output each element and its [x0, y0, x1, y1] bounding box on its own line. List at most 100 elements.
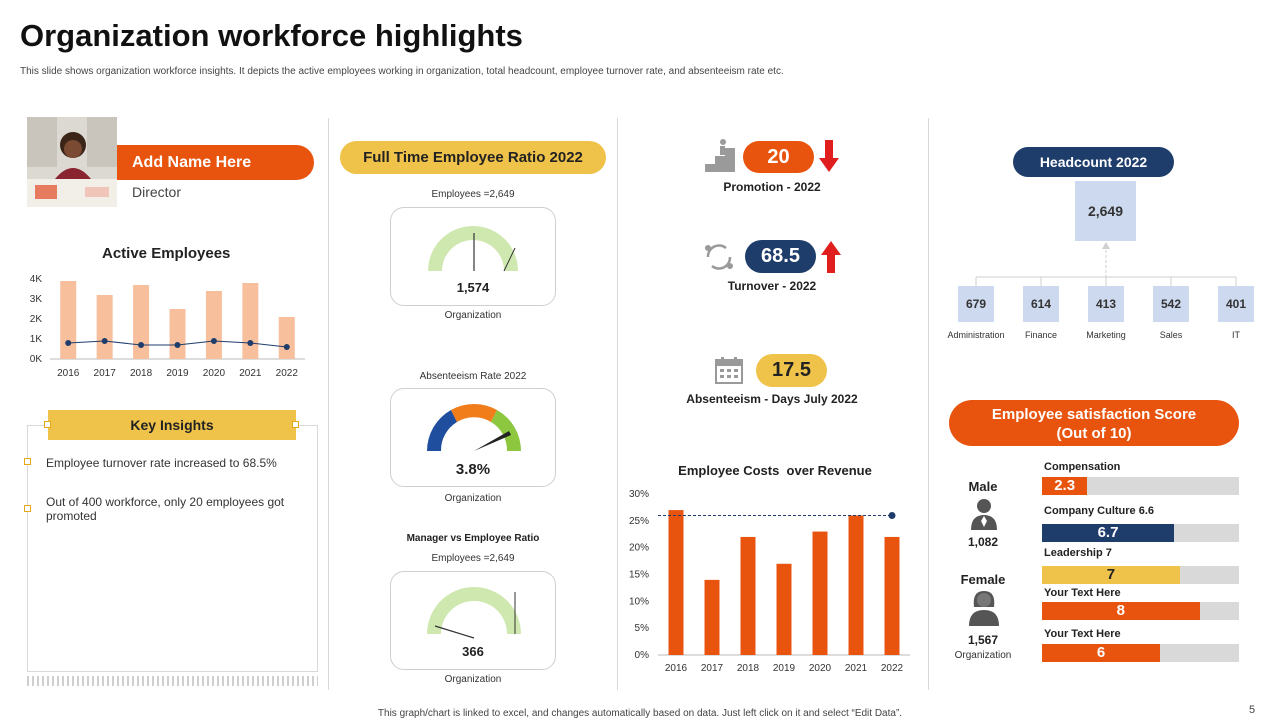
x-tick-label: 2019	[773, 663, 796, 674]
full-time-employees-label: Employees =2,649	[431, 189, 515, 200]
absenteeism-gauge-card	[390, 388, 556, 487]
full-time-gauge	[428, 226, 518, 272]
x-tick-label: 2016	[57, 368, 80, 379]
profile-role: Director	[132, 184, 182, 200]
satisfaction-bar: 7	[1042, 566, 1180, 584]
column-divider	[328, 118, 329, 690]
turnover-label: Turnover - 2022	[727, 279, 817, 293]
satisfaction-bar-track: 7	[1042, 566, 1239, 584]
satisfaction-bar-label: Company Culture 6.6	[1044, 505, 1155, 517]
profile-name-badge: Add Name Here	[117, 145, 314, 180]
satisfaction-bar: 6.7	[1042, 524, 1174, 542]
satisfaction-bar-label: Compensation	[1044, 461, 1121, 473]
male-count: 1,082	[967, 535, 999, 549]
target-point	[888, 511, 896, 519]
headcount-total-box: 2,649	[1075, 181, 1136, 241]
page-title: Organization workforce highlights	[20, 18, 523, 53]
x-tick-label: 2017	[701, 663, 724, 674]
insight-item: Employee turnover rate increased to 68.5…	[46, 456, 277, 470]
y-tick-label: 4K	[30, 274, 43, 285]
x-tick-label: 2021	[239, 368, 262, 379]
absenteeism-days-label: Absenteeism - Days July 2022	[686, 392, 858, 406]
x-tick-label: 2022	[881, 663, 904, 674]
column-divider	[617, 118, 618, 690]
satisfaction-bar-label: Your Text Here	[1044, 587, 1121, 599]
trend-point	[65, 340, 72, 346]
insight-bullet-icon	[292, 421, 299, 428]
bar	[740, 536, 756, 655]
y-tick-label: 1K	[30, 334, 43, 345]
bar	[242, 283, 259, 359]
male-label: Male	[968, 479, 998, 494]
dept-label: Finance	[1024, 330, 1058, 340]
y-tick-label: 10%	[629, 596, 649, 607]
y-tick-label: 20%	[629, 543, 649, 554]
bar	[848, 515, 864, 655]
x-tick-label: 2017	[94, 368, 117, 379]
footer-note: This graph/chart is linked to excel, and…	[377, 708, 903, 719]
full-time-ratio-title: Full Time Employee Ratio 2022	[340, 141, 606, 174]
dept-value-box: 614	[1023, 286, 1059, 322]
bar	[776, 563, 792, 655]
absenteeism-days-badge: 17.5	[756, 354, 827, 387]
decorative-stripe	[27, 676, 318, 686]
x-tick-label: 2019	[166, 368, 189, 379]
arrow-up-icon	[821, 241, 841, 273]
bar	[812, 531, 828, 655]
bar	[205, 291, 222, 359]
x-tick-label: 2021	[845, 663, 868, 674]
satisfaction-bar-label: Leadership 7	[1044, 547, 1112, 559]
active-employees-chart: 0K 1K 2K 3K 4K 2016 2017 2018 2019 2020 2021 2022	[30, 274, 305, 379]
satisfaction-bar: 8	[1042, 602, 1200, 620]
full-time-caption: Organization	[444, 310, 502, 321]
y-tick-label: 3K	[30, 294, 43, 305]
turnover-value-badge: 68.5	[745, 240, 816, 273]
profile-photo	[27, 117, 117, 207]
satisfaction-bar-track: 2.3	[1042, 477, 1239, 495]
y-tick-label: 25%	[629, 516, 649, 527]
x-tick-label: 2020	[203, 368, 226, 379]
headcount-connector	[975, 242, 1237, 287]
promotion-value-badge: 20	[743, 141, 814, 173]
absenteeism-value: 3.8%	[455, 461, 491, 478]
page-number: 5	[1249, 704, 1256, 716]
insight-bullet-icon	[24, 458, 31, 465]
dept-value-box: 679	[958, 286, 994, 322]
bar	[278, 317, 295, 359]
dept-label: Sales	[1159, 330, 1183, 340]
satisfaction-bar: 2.3	[1042, 477, 1088, 495]
dept-label: Administration	[947, 330, 1005, 340]
bar	[884, 536, 900, 655]
promotion-label: Promotion - 2022	[723, 180, 821, 194]
manager-gauge-card	[390, 571, 556, 670]
page-subtitle: This slide shows organization workforce …	[20, 66, 784, 77]
costs-chart-title: Employee Costs over Revenue	[678, 463, 872, 478]
headcount-title: Headcount 2022	[1013, 147, 1174, 177]
bar	[704, 579, 720, 655]
satisfaction-bar-track: 6	[1042, 644, 1239, 662]
insight-item: Out of 400 workforce, only 20 employees …	[46, 495, 285, 523]
trend-point	[210, 338, 217, 344]
person-photo-icon	[27, 117, 117, 207]
x-tick-label: 2022	[276, 368, 299, 379]
y-tick-label: 2K	[30, 314, 43, 325]
satisfaction-bar-track: 8	[1042, 602, 1239, 620]
manager-value: 366	[462, 644, 484, 659]
manager-gauge	[427, 587, 521, 639]
manager-employees-label: Employees =2,649	[431, 553, 515, 564]
turnover-cycle-icon	[705, 244, 733, 270]
manager-caption: Organization	[444, 674, 502, 685]
dept-label: IT	[1232, 330, 1240, 340]
dept-label: Marketing	[1086, 330, 1126, 340]
bar	[668, 510, 684, 655]
satisfaction-bar: 6	[1042, 644, 1161, 662]
absenteeism-rate-title: Absenteeism Rate 2022	[419, 371, 527, 382]
org-caption: Organization	[954, 650, 1012, 661]
x-tick-label: 2016	[665, 663, 688, 674]
absenteeism-caption: Organization	[444, 493, 502, 504]
male-person-icon	[971, 499, 997, 530]
satisfaction-bar-track: 6.7	[1042, 524, 1239, 542]
dept-value-box: 401	[1218, 286, 1254, 322]
female-person-icon	[969, 591, 999, 626]
arrow-down-icon	[819, 140, 839, 172]
